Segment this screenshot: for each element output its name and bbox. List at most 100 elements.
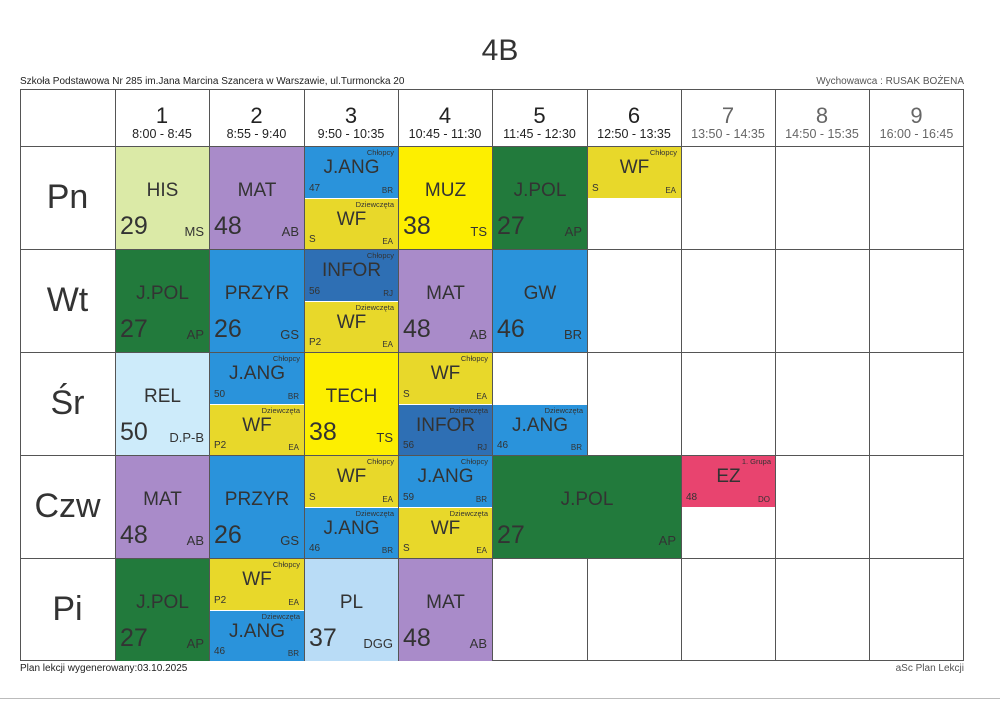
lesson-subject: J.ANG	[512, 415, 568, 436]
grid-line-horizontal	[20, 558, 964, 559]
lesson-teacher: AP	[564, 224, 582, 239]
lesson-cell: Dziewczęta J.ANG 46 BR	[210, 611, 304, 661]
period-time: 11:45 - 12:30	[503, 127, 576, 141]
grid-line-horizontal	[20, 249, 964, 250]
lesson-subject: TECH	[325, 386, 378, 407]
period-time: 10:45 - 11:30	[408, 127, 482, 141]
lesson-cell: Chłopcy WF P2 EA	[210, 559, 304, 610]
lesson-cell: MAT 48 AB	[399, 559, 492, 661]
lesson-room: 56	[309, 286, 321, 297]
lesson-teacher: EA	[382, 495, 393, 504]
lesson-subject: PRZYR	[224, 489, 290, 510]
lesson-subject: J.POL	[513, 180, 567, 201]
lesson-cell: Chłopcy J.ANG 59 BR	[399, 456, 492, 507]
lesson-group: Dziewczęta	[449, 509, 488, 518]
period-number: 9	[910, 103, 923, 128]
lesson-cell: Chłopcy J.ANG 50 BR	[210, 353, 304, 404]
day-label: Czw	[34, 487, 101, 525]
lesson-group: Chłopcy	[272, 560, 300, 569]
lesson-teacher: GS	[280, 327, 299, 342]
lesson-cell: Dziewczęta WF P2 EA	[305, 302, 398, 352]
lesson-room: S	[403, 389, 410, 400]
period-number: 4	[438, 103, 452, 128]
lesson-cell: Chłopcy WF S EA	[399, 353, 492, 404]
lesson-cell: J.POL 27 AP	[493, 456, 681, 558]
lesson-subject: PRZYR	[224, 283, 290, 304]
lesson-cell: Dziewczęta INFOR 56 RJ	[399, 405, 492, 455]
lesson-teacher: BR	[563, 327, 582, 342]
period-number: 7	[721, 103, 735, 128]
lesson-group: Dziewczęta	[261, 406, 300, 415]
day-label: Wt	[46, 281, 89, 319]
grid-line-vertical	[20, 89, 21, 661]
period-time: 8:00 - 8:45	[132, 127, 192, 141]
period-header: 9 16:00 - 16:45	[869, 89, 964, 146]
lesson-group: Dziewczęta	[355, 509, 394, 518]
lesson-subject: HIS	[146, 180, 179, 201]
lesson-subject: MAT	[143, 489, 182, 510]
lesson-teacher: EA	[665, 186, 676, 195]
grid-line-horizontal	[20, 89, 964, 90]
lesson-teacher: AB	[186, 533, 204, 548]
lesson-room: 29	[120, 212, 148, 240]
lesson-room: 46	[497, 440, 509, 451]
lesson-room: 38	[309, 418, 337, 446]
lesson-teacher: DGG	[363, 636, 393, 651]
lesson-room: 37	[309, 624, 337, 652]
lesson-subject: J.ANG	[417, 466, 474, 487]
grid-line-vertical	[963, 89, 964, 661]
class-tutor: Wychowawca : RUSAK BOŻENA	[816, 76, 964, 87]
lesson-cell: PRZYR 26 GS	[210, 456, 304, 558]
lesson-group: 1. Grupa	[741, 457, 771, 466]
lesson-subject: J.ANG	[229, 621, 285, 642]
lesson-teacher: BR	[475, 495, 487, 504]
lesson-subject: J.ANG	[323, 157, 380, 178]
lesson-teacher: RJ	[477, 443, 487, 452]
lesson-subject: EZ	[716, 466, 741, 487]
lesson-group: Chłopcy	[272, 354, 300, 363]
lesson-cell: MUZ 38 TS	[399, 147, 492, 249]
grid-line-vertical	[209, 89, 210, 661]
lesson-room: 27	[497, 212, 525, 240]
lesson-room: 59	[403, 492, 415, 503]
lesson-room: 27	[120, 624, 148, 652]
lesson-group: Dziewczęta	[261, 612, 300, 621]
period-time: 8:55 - 9:40	[226, 127, 287, 141]
lesson-cell: Dziewczęta WF P2 EA	[210, 405, 304, 455]
lesson-group: Chłopcy	[460, 457, 488, 466]
lesson-subject: J.ANG	[323, 518, 380, 539]
lesson-cell: J.POL 27 AP	[116, 250, 209, 352]
lesson-teacher: AP	[186, 636, 204, 651]
lesson-group: Dziewczęta	[449, 406, 488, 415]
lesson-cell: GW 46 BR	[493, 250, 587, 352]
period-time: 16:00 - 16:45	[879, 127, 954, 141]
lesson-cell: HIS 29 MS	[116, 147, 209, 249]
lesson-room: 26	[214, 521, 242, 549]
lesson-cell: J.POL 27 AP	[116, 559, 209, 661]
timetable-grid: 1 8:00 - 8:45 2 8:55 - 9:40 3 9:50 - 10:35 4 10…	[20, 89, 964, 661]
lesson-teacher: AP	[658, 533, 676, 548]
lesson-teacher: RJ	[383, 289, 393, 298]
lesson-subject: WF	[242, 569, 272, 590]
lesson-room: 46	[497, 315, 525, 343]
lesson-cell: MAT 48 AB	[116, 456, 209, 558]
period-number: 5	[533, 103, 546, 128]
lesson-group: Chłopcy	[366, 251, 394, 260]
lesson-room: S	[403, 543, 410, 554]
lesson-room: 27	[497, 521, 525, 549]
lesson-teacher: AB	[469, 636, 487, 651]
grid-line-horizontal	[20, 660, 964, 661]
lesson-subject: WF	[242, 415, 272, 436]
lesson-room: P2	[214, 440, 227, 451]
lesson-teacher: AB	[281, 224, 299, 239]
period-header: 8 14:50 - 15:35	[775, 89, 869, 146]
lesson-subject: WF	[336, 209, 367, 230]
grid-line-vertical	[587, 89, 588, 661]
lesson-room: P2	[214, 595, 227, 606]
grid-line-vertical	[869, 89, 870, 661]
lesson-group: Chłopcy	[649, 148, 677, 157]
day-label: Pi	[52, 590, 83, 628]
lesson-subject: MAT	[426, 592, 465, 613]
period-header: 5 11:45 - 12:30	[492, 89, 587, 146]
school-name: Szkoła Podstawowa Nr 285 im.Jana Marcina…	[20, 76, 405, 87]
